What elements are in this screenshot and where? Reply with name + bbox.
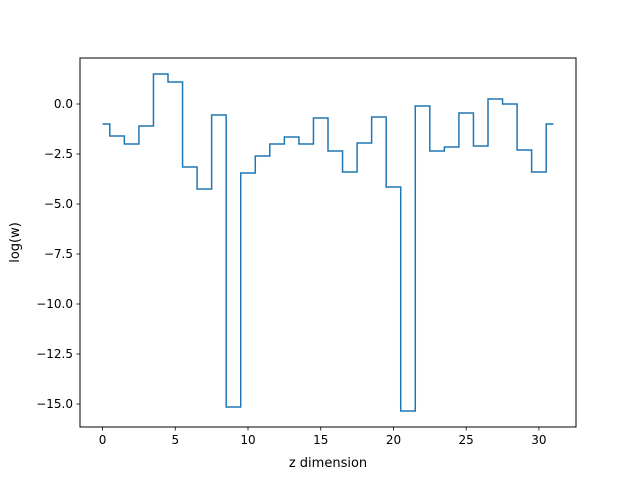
- y-tick-label: −7.5: [44, 247, 73, 261]
- y-tick-label: −10.0: [36, 297, 73, 311]
- x-tick-label: 5: [171, 433, 179, 447]
- x-tick-label: 0: [99, 433, 107, 447]
- x-tick-label: 10: [240, 433, 255, 447]
- y-tick-label: 0.0: [54, 97, 73, 111]
- plot-area: [80, 58, 576, 427]
- series-line-0: [102, 73, 554, 412]
- y-tick-label: −5.0: [44, 197, 73, 211]
- y-tick-label: −15.0: [36, 397, 73, 411]
- plot-frame: [79, 57, 577, 428]
- series-layer: [102, 73, 554, 412]
- x-tick-label: 25: [459, 433, 474, 447]
- x-tick-label: 30: [531, 433, 546, 447]
- x-axis-label: z dimension: [289, 456, 367, 471]
- y-tick-label: −12.5: [36, 347, 73, 361]
- x-tick-label: 20: [386, 433, 401, 447]
- x-tick-label: 15: [313, 433, 328, 447]
- y-axis-ticks: 0.0 −2.5 −5.0 −7.5 −10.0 −12.5 −15.0: [36, 97, 80, 411]
- x-axis-ticks: 0 5 10 15 20 25 30: [99, 427, 547, 447]
- y-tick-label: −2.5: [44, 147, 73, 161]
- y-axis-label: log(w): [8, 222, 23, 263]
